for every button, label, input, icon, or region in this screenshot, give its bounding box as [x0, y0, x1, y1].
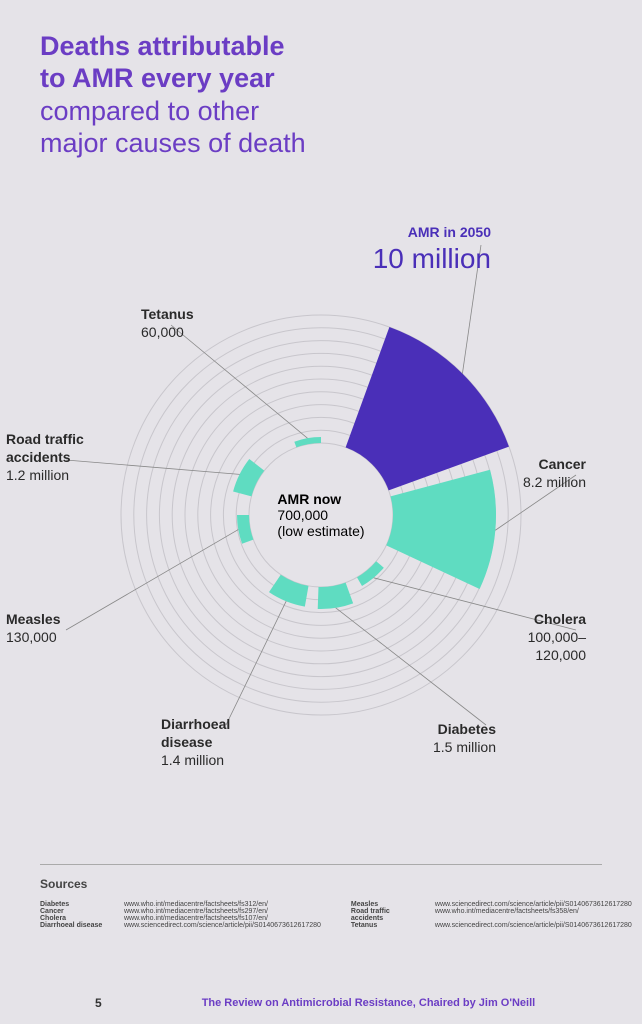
center-value: 700,000	[277, 507, 364, 523]
source-row: Tetanus www.sciencedirect.com/science/art…	[351, 922, 632, 929]
segment-value: 1.4 million	[161, 751, 271, 769]
segment-label: AMR in 205010 million	[373, 223, 491, 278]
segment-value: 100,000– 120,000	[528, 628, 586, 664]
source-url: www.who.int/mediacentre/factsheets/fs297…	[124, 908, 268, 915]
segment-label: Diabetes1.5 million	[433, 720, 496, 756]
page: Deaths attributable to AMR every year co…	[0, 0, 642, 1024]
footer-text: The Review on Antimicrobial Resistance, …	[202, 997, 536, 1009]
segment-name: Diabetes	[433, 720, 496, 738]
sources-title: Sources	[40, 877, 602, 891]
segment-label: Diarrhoeal disease1.4 million	[161, 715, 271, 770]
segment-value: 1.2 million	[6, 466, 116, 484]
source-key: Diabetes	[40, 901, 112, 908]
source-row: Cancer www.who.int/mediacentre/factsheets…	[40, 908, 321, 915]
source-key: Cholera	[40, 915, 112, 922]
center-note: (low estimate)	[277, 523, 364, 539]
segment-name: Measles	[6, 610, 60, 628]
source-key: Diarrhoeal disease	[40, 922, 112, 929]
segment-name: Cancer	[523, 455, 586, 473]
source-url: www.who.int/mediacentre/factsheets/fs312…	[124, 901, 268, 908]
header: Deaths attributable to AMR every year co…	[40, 30, 306, 160]
footer: 5 The Review on Antimicrobial Resistance…	[0, 996, 642, 1010]
segment-value: 10 million	[373, 241, 491, 277]
source-row: Road traffic accidents www.who.int/mediac…	[351, 908, 632, 922]
segment-name: Cholera	[528, 610, 586, 628]
source-row: Diarrhoeal disease www.sciencedirect.com/…	[40, 922, 321, 929]
segment-name: Road traffic accidents	[6, 430, 116, 466]
polar-chart: AMR in 205010 millionCancer8.2 millionCh…	[41, 235, 601, 795]
wedge	[386, 470, 496, 589]
source-url: www.who.int/mediacentre/factsheets/fs107…	[124, 915, 268, 922]
source-row: Measles www.sciencedirect.com/science/art…	[351, 901, 632, 908]
center-name: AMR now	[277, 491, 364, 507]
title-line-3: compared to other	[40, 95, 306, 127]
segment-label: Cholera100,000– 120,000	[528, 610, 586, 665]
source-url: www.sciencedirect.com/science/article/pi…	[435, 922, 632, 929]
segment-name: Diarrhoeal disease	[161, 715, 271, 751]
segment-value: 130,000	[6, 628, 60, 646]
center-label: AMR now 700,000 (low estimate)	[277, 491, 364, 539]
segment-label: Road traffic accidents1.2 million	[6, 430, 116, 485]
segment-value: 8.2 million	[523, 473, 586, 491]
source-url: www.sciencedirect.com/science/article/pi…	[435, 901, 632, 908]
source-row: Diabetes www.who.int/mediacentre/factshee…	[40, 901, 321, 908]
source-row: Cholera www.who.int/mediacentre/factsheet…	[40, 915, 321, 922]
page-number: 5	[95, 996, 102, 1010]
segment-label: Cancer8.2 million	[523, 455, 586, 491]
source-url: www.sciencedirect.com/science/article/pi…	[124, 922, 321, 929]
sources-section: Sources Diabetes www.who.int/mediacentre/…	[40, 864, 602, 929]
source-key: Road traffic accidents	[351, 908, 423, 922]
segment-value: 60,000	[141, 323, 194, 341]
segment-name: AMR in 2050	[373, 223, 491, 241]
segment-label: Measles130,000	[6, 610, 60, 646]
title-line-2: to AMR every year	[40, 62, 306, 94]
segment-value: 1.5 million	[433, 738, 496, 756]
source-key: Cancer	[40, 908, 112, 915]
title-line-4: major causes of death	[40, 127, 306, 159]
segment-label: Tetanus60,000	[141, 305, 194, 341]
segment-name: Tetanus	[141, 305, 194, 323]
sources-grid: Diabetes www.who.int/mediacentre/factshee…	[40, 901, 602, 929]
source-key: Tetanus	[351, 922, 423, 929]
source-key: Measles	[351, 901, 423, 908]
title-line-1: Deaths attributable	[40, 30, 306, 62]
source-url: www.who.int/mediacentre/factsheets/fs358…	[435, 908, 579, 922]
